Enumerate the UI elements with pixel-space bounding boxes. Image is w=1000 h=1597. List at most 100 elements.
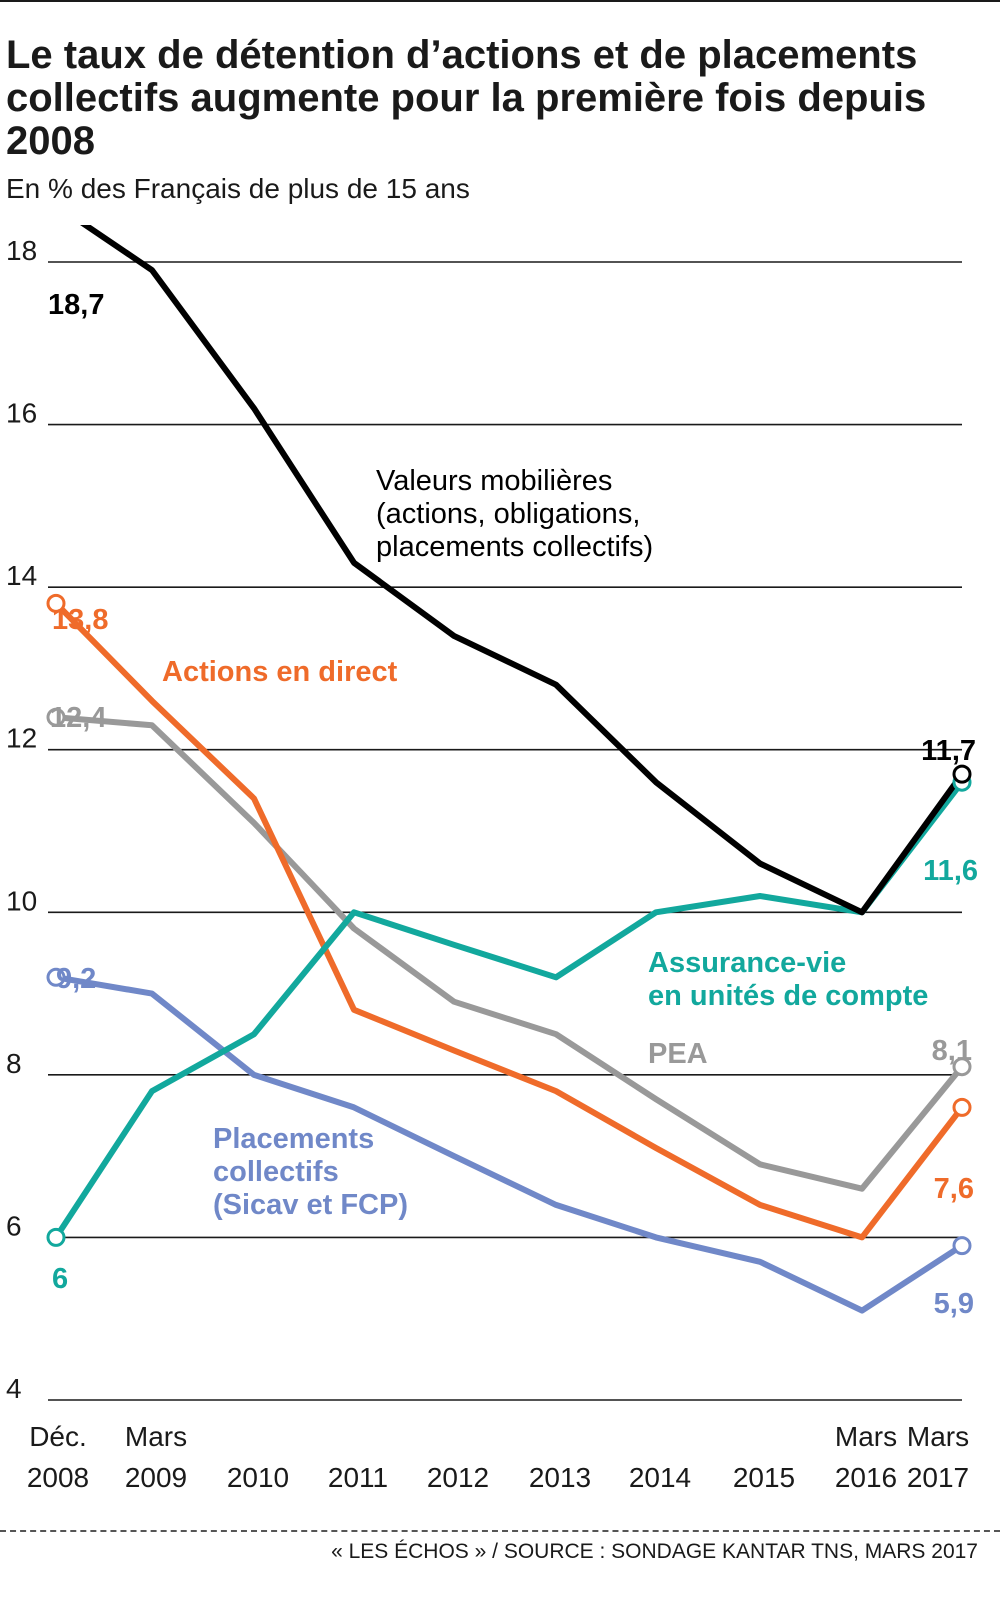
endpoint-marker	[952, 1057, 972, 1077]
value-label-last: 7,6	[934, 1173, 974, 1205]
value-label-first: 13,8	[52, 604, 108, 636]
value-label-last: 8,1	[932, 1035, 972, 1067]
data-point	[757, 1202, 763, 1208]
series-label-line: placements collectifs)	[376, 531, 653, 563]
series-line	[53, 600, 965, 1241]
y-axis-ticks: 18 16 14 12 10 8 6 4	[6, 235, 37, 1404]
x-tick-label: 2015	[733, 1462, 795, 1493]
y-tick-label: 14	[6, 560, 37, 591]
data-point	[149, 991, 155, 997]
series-lines	[53, 225, 965, 1314]
series-label: Valeurs mobilières (actions, obligations,…	[376, 465, 653, 563]
y-tick-label: 10	[6, 885, 37, 916]
value-label-first: 18,7	[48, 289, 104, 321]
endpoint-marker	[952, 1236, 972, 1256]
chart-subtitle: En % des Français de plus de 15 ans	[6, 173, 470, 204]
series-label: Placements collectifs (Sicav et FCP)	[213, 1123, 408, 1221]
y-tick-label: 4	[6, 1373, 22, 1404]
x-tick-label: 2008	[27, 1462, 89, 1493]
data-point	[149, 267, 155, 273]
data-point	[251, 796, 257, 802]
value-label-last: 11,6	[923, 855, 978, 887]
data-point	[859, 909, 865, 915]
series-label-line: en unités de compte	[648, 980, 928, 1012]
x-tick-label: Mars	[907, 1421, 969, 1452]
endpoint-marker	[46, 593, 66, 613]
series-labels: Valeurs mobilières (actions, obligations,…	[162, 465, 928, 1221]
data-point	[149, 698, 155, 704]
data-point	[451, 633, 457, 639]
series-label-line: (Sicav et FCP)	[213, 1189, 408, 1221]
x-tick-label: 2009	[125, 1462, 187, 1493]
series-line	[53, 779, 965, 1241]
x-tick-label: 2016	[835, 1462, 897, 1493]
series-label-line: (actions, obligations,	[376, 498, 640, 530]
bottom-rule	[0, 1530, 1000, 1532]
line-chart: 18 16 14 12 10 8 6 4 Déc. 2008 Mars 2009 2010 2011 20…	[6, 225, 978, 1493]
value-label-first: 6	[52, 1263, 68, 1295]
series-line	[53, 714, 965, 1192]
series-markers	[46, 267, 972, 1265]
x-tick-label: 2012	[427, 1462, 489, 1493]
endpoint-marker	[952, 764, 972, 784]
data-point	[451, 1153, 457, 1159]
data-point	[351, 909, 357, 915]
y-tick-label: 8	[6, 1048, 22, 1079]
value-label-last: 11,7	[921, 735, 976, 767]
data-point	[859, 1234, 865, 1240]
endpoint-marker	[46, 707, 66, 727]
data-point	[351, 1007, 357, 1013]
endpoint-marker	[952, 1097, 972, 1117]
value-labels: 18,7 11,7 13,8 7,6 12,4 8,1 6 11,6 9,2 5,9	[48, 289, 978, 1320]
value-label-last: 5,9	[934, 1288, 974, 1320]
grid-lines	[48, 261, 962, 1401]
y-tick-label: 16	[6, 398, 37, 429]
x-tick-label: Mars	[835, 1421, 897, 1452]
data-point	[553, 974, 559, 980]
y-tick-label: 12	[6, 723, 37, 754]
data-point	[653, 779, 659, 785]
data-point	[757, 893, 763, 899]
value-label-first: 12,4	[50, 702, 106, 734]
x-tick-label: 2013	[529, 1462, 591, 1493]
endpoint-marker	[46, 1227, 66, 1247]
data-point	[757, 1161, 763, 1167]
y-tick-label: 18	[6, 235, 37, 266]
data-point	[251, 820, 257, 826]
data-point	[553, 1202, 559, 1208]
data-point	[757, 1259, 763, 1265]
data-point	[859, 1186, 865, 1192]
series-label-line: collectifs	[213, 1156, 339, 1188]
data-point	[553, 682, 559, 688]
x-tick-label: 2010	[227, 1462, 289, 1493]
data-point	[251, 405, 257, 411]
data-point	[653, 909, 659, 915]
series-label-line: PEA	[648, 1038, 708, 1070]
data-point	[149, 722, 155, 728]
x-axis-ticks: Déc. 2008 Mars 2009 2010 2011 2012 2013 2014 2015…	[27, 1421, 969, 1493]
data-point	[653, 1234, 659, 1240]
data-point	[149, 1088, 155, 1094]
series-label: PEA	[648, 1038, 708, 1070]
data-point	[351, 1104, 357, 1110]
value-label-first: 9,2	[56, 963, 96, 995]
source-note: « LES ÉCHOS » / SOURCE : SONDAGE KANTAR …	[331, 1540, 978, 1563]
data-point	[757, 861, 763, 867]
data-point	[251, 1031, 257, 1037]
x-tick-label: 2017	[907, 1462, 969, 1493]
data-point	[553, 1031, 559, 1037]
x-tick-label: Mars	[125, 1421, 187, 1452]
series-label-line: Assurance-vie	[648, 947, 846, 979]
data-point	[553, 1088, 559, 1094]
x-tick-label: Déc.	[29, 1421, 87, 1452]
series-line	[53, 974, 965, 1314]
x-tick-label: 2011	[328, 1462, 388, 1493]
top-rule	[0, 0, 1000, 2]
x-tick-label: 2014	[629, 1462, 691, 1493]
data-point	[451, 942, 457, 948]
data-point	[351, 926, 357, 932]
data-point	[451, 999, 457, 1005]
series-label: Assurance-vie en unités de compte	[648, 947, 928, 1012]
data-point	[351, 560, 357, 566]
series-label-line: Placements	[213, 1123, 374, 1155]
